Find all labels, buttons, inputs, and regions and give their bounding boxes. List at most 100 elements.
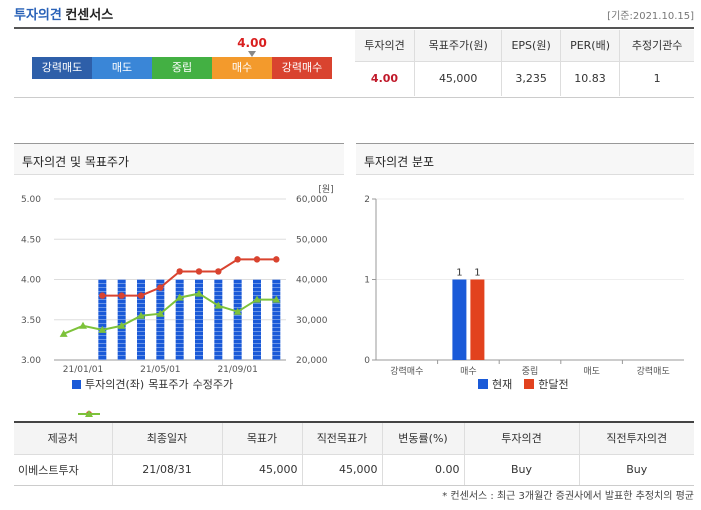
target-price-point [99, 292, 106, 299]
y-right-tick-label: 60,000 [296, 195, 328, 205]
x-tick-label: 매도 [583, 366, 600, 377]
opinion-distribution-title: 투자의견 분포 [364, 155, 435, 169]
y-tick-label: 2 [364, 195, 370, 205]
header-subtitle: 컨센서스 [65, 8, 114, 23]
detail-header-opinion: 투자의견 [463, 422, 579, 455]
detail-cell-target: 45,000 [221, 454, 302, 486]
target-price-point [157, 284, 164, 291]
opinion-target-chart-panel: 투자의견 및 목표주가 [원] 5.00 4.50 4.00 3.50 3.00 60,00… [14, 143, 344, 417]
footnote: * 컨센서스 : 최근 3개월간 증권사에서 발표한 추정치의 평균 [442, 491, 694, 502]
target-price-point [176, 268, 183, 275]
y-left-tick-label: 4.50 [21, 235, 41, 245]
legend-adjusted-swatch [78, 410, 100, 417]
y-left-tick-label: 5.00 [21, 195, 41, 205]
detail-cell-opinion: Buy [463, 454, 579, 486]
target-price-line [102, 258, 277, 297]
summary-value-opinion: 4.00 [370, 72, 399, 86]
y-right-tick-label: 40,000 [296, 276, 328, 286]
legend-current-swatch [478, 379, 488, 389]
y-right-tick-label: 30,000 [296, 316, 328, 326]
y-right-tick-label: 50,000 [296, 235, 328, 245]
adjusted-price-point [253, 295, 261, 303]
month-ago-bar [470, 279, 485, 360]
opinion-bar [117, 279, 126, 360]
scale-segment-sell: 매도 [92, 57, 152, 79]
consensus-summary-table: 투자의견 목표주가(원) EPS(원) PER(배) 추정기관수 4.00 45… [355, 30, 694, 96]
opinion-bar [272, 279, 281, 360]
opinion-bar [253, 279, 261, 360]
legend-current-label: 현재 [492, 378, 513, 391]
current-bar [452, 279, 467, 360]
detail-header-provider: 제공처 [14, 422, 112, 455]
summary-divider [14, 97, 694, 98]
adjusted-price-line [63, 292, 277, 335]
adjusted-price-point [214, 301, 223, 309]
adjusted-price-point [195, 289, 203, 297]
target-price-point [195, 268, 203, 275]
detail-header-target: 목표가 [221, 422, 302, 455]
detail-header-date: 최종일자 [111, 422, 222, 455]
adjusted-price-point [156, 309, 165, 317]
opinion-distribution-panel: 투자의견 분포 2 1 0 강력매수 매수 1 1 중립 매도 강력매도 현재 한달전 [356, 143, 694, 398]
adjusted-price-point [98, 325, 107, 333]
opinion-bar [214, 279, 223, 360]
detail-cell-prev-target: 45,000 [301, 454, 382, 486]
summary-header-target-price: 목표주가(원) [413, 30, 502, 62]
y-tick-label: 1 [364, 276, 370, 286]
summary-value-target-price: 45,000 [413, 61, 502, 96]
target-price-point [253, 256, 261, 263]
target-price-point [273, 256, 280, 263]
adjusted-price-point [137, 311, 145, 319]
opinion-bar [98, 279, 107, 360]
x-tick-label: 21/09/01 [217, 365, 257, 375]
summary-header-per: PER(배) [559, 30, 620, 62]
opinion-bar [233, 279, 242, 360]
x-tick-label: 매수 [460, 366, 477, 377]
opinion-scale-bar: 강력매도 매도 중립 매수 강력매수 [32, 57, 332, 79]
legend-adjusted-label: 수정주가 [192, 378, 234, 391]
section-header: 투자의견 컨센서스 [기준:2021.10.15] [14, 4, 694, 26]
adjusted-price-point [272, 295, 281, 303]
opinion-scale: 4.00 강력매도 매도 중립 매수 강력매수 [32, 36, 332, 86]
opinion-bar [156, 279, 165, 360]
y-right-tick-label: 20,000 [296, 356, 328, 366]
scale-segment-strong-sell: 강력매도 [32, 57, 92, 79]
summary-header-institutions: 추정기관수 [619, 30, 694, 62]
detail-header-prev-opinion: 직전투자의견 [578, 422, 694, 455]
opinion-target-legend: 투자의견(좌) 목표주가 수정주가 [72, 376, 234, 417]
provider-detail-table: 제공처 최종일자 목표가 직전목표가 변동률(%) 투자의견 직전투자의견 이베… [14, 421, 694, 486]
summary-header-opinion: 투자의견 [355, 30, 415, 62]
adjusted-price-point [59, 329, 68, 337]
scale-segment-strong-buy: 강력매수 [272, 57, 332, 79]
opinion-target-chart: [원] 5.00 4.50 4.00 3.50 3.00 60,000 50,000 40,00… [21, 184, 334, 375]
x-tick-label: 중립 [522, 366, 539, 377]
x-tick-label: 강력매도 [637, 365, 670, 377]
y-left-tick-label: 3.00 [21, 356, 41, 366]
opinion-bar [175, 279, 184, 360]
panel-title-bar: 투자의견 및 목표주가 [14, 143, 344, 175]
y-left-tick-label: 4.00 [21, 276, 41, 286]
target-price-point [137, 292, 145, 299]
target-price-point [118, 292, 125, 299]
y-tick-label: 0 [364, 356, 370, 366]
legend-target-label: 목표주가 [148, 378, 189, 391]
legend-opinion-label: 투자의견(좌) [85, 378, 145, 391]
summary-value-eps: 3,235 [501, 61, 561, 96]
legend-opinion-swatch [72, 379, 81, 389]
detail-cell-prev-opinion: Buy [578, 454, 694, 486]
adjusted-price-point [79, 321, 87, 329]
target-price-point [234, 256, 241, 263]
y-right-unit: [원] [318, 184, 333, 195]
adjusted-price-point [175, 293, 184, 301]
legend-month-ago-label: 한달전 [538, 378, 569, 391]
detail-cell-date: 21/08/31 [111, 454, 222, 486]
detail-cell-change-rate: 0.00 [381, 454, 464, 486]
summary-value-per: 10.83 [559, 61, 620, 96]
target-price-point [215, 268, 222, 275]
opinion-pointer-icon [248, 51, 256, 57]
opinion-value: 4.00 [237, 36, 267, 50]
x-tick-label: 21/01/01 [63, 365, 103, 375]
legend-month-ago-swatch [524, 379, 535, 389]
opinion-bar [195, 279, 203, 360]
adjusted-price-point [233, 307, 242, 315]
